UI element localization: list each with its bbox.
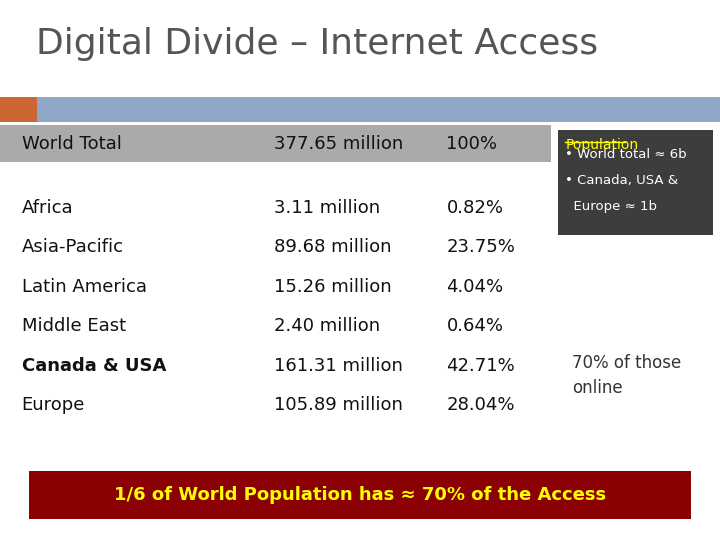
Text: Africa: Africa [22, 199, 73, 217]
Text: Middle East: Middle East [22, 317, 126, 335]
Text: 105.89 million: 105.89 million [274, 396, 402, 414]
FancyBboxPatch shape [558, 130, 713, 235]
Text: 15.26 million: 15.26 million [274, 278, 391, 296]
FancyBboxPatch shape [0, 97, 720, 122]
Text: Europe: Europe [22, 396, 85, 414]
Text: 28.04%: 28.04% [446, 396, 515, 414]
Text: 377.65 million: 377.65 million [274, 134, 403, 153]
Text: Latin America: Latin America [22, 278, 147, 296]
Text: 100%: 100% [446, 134, 498, 153]
Text: Asia-Pacific: Asia-Pacific [22, 238, 124, 256]
Text: • World total ≈ 6b: • World total ≈ 6b [565, 148, 687, 161]
Text: 4.04%: 4.04% [446, 278, 503, 296]
Text: 1/6 of World Population has ≈ 70% of the Access: 1/6 of World Population has ≈ 70% of the… [114, 486, 606, 504]
Text: 89.68 million: 89.68 million [274, 238, 391, 256]
Text: Canada & USA: Canada & USA [22, 356, 166, 375]
FancyBboxPatch shape [0, 97, 37, 122]
Text: Digital Divide – Internet Access: Digital Divide – Internet Access [36, 27, 598, 61]
Text: 23.75%: 23.75% [446, 238, 516, 256]
Text: 3.11 million: 3.11 million [274, 199, 379, 217]
Text: 2.40 million: 2.40 million [274, 317, 379, 335]
Text: 42.71%: 42.71% [446, 356, 515, 375]
FancyBboxPatch shape [29, 471, 691, 519]
FancyBboxPatch shape [0, 125, 551, 162]
Text: 0.82%: 0.82% [446, 199, 503, 217]
Text: Population: Population [565, 138, 639, 152]
Text: • Canada, USA &: • Canada, USA & [565, 174, 678, 187]
Text: World Total: World Total [22, 134, 122, 153]
Text: 161.31 million: 161.31 million [274, 356, 402, 375]
Text: Europe ≈ 1b: Europe ≈ 1b [565, 200, 657, 213]
Text: 70% of those
online: 70% of those online [572, 354, 682, 397]
Text: 0.64%: 0.64% [446, 317, 503, 335]
